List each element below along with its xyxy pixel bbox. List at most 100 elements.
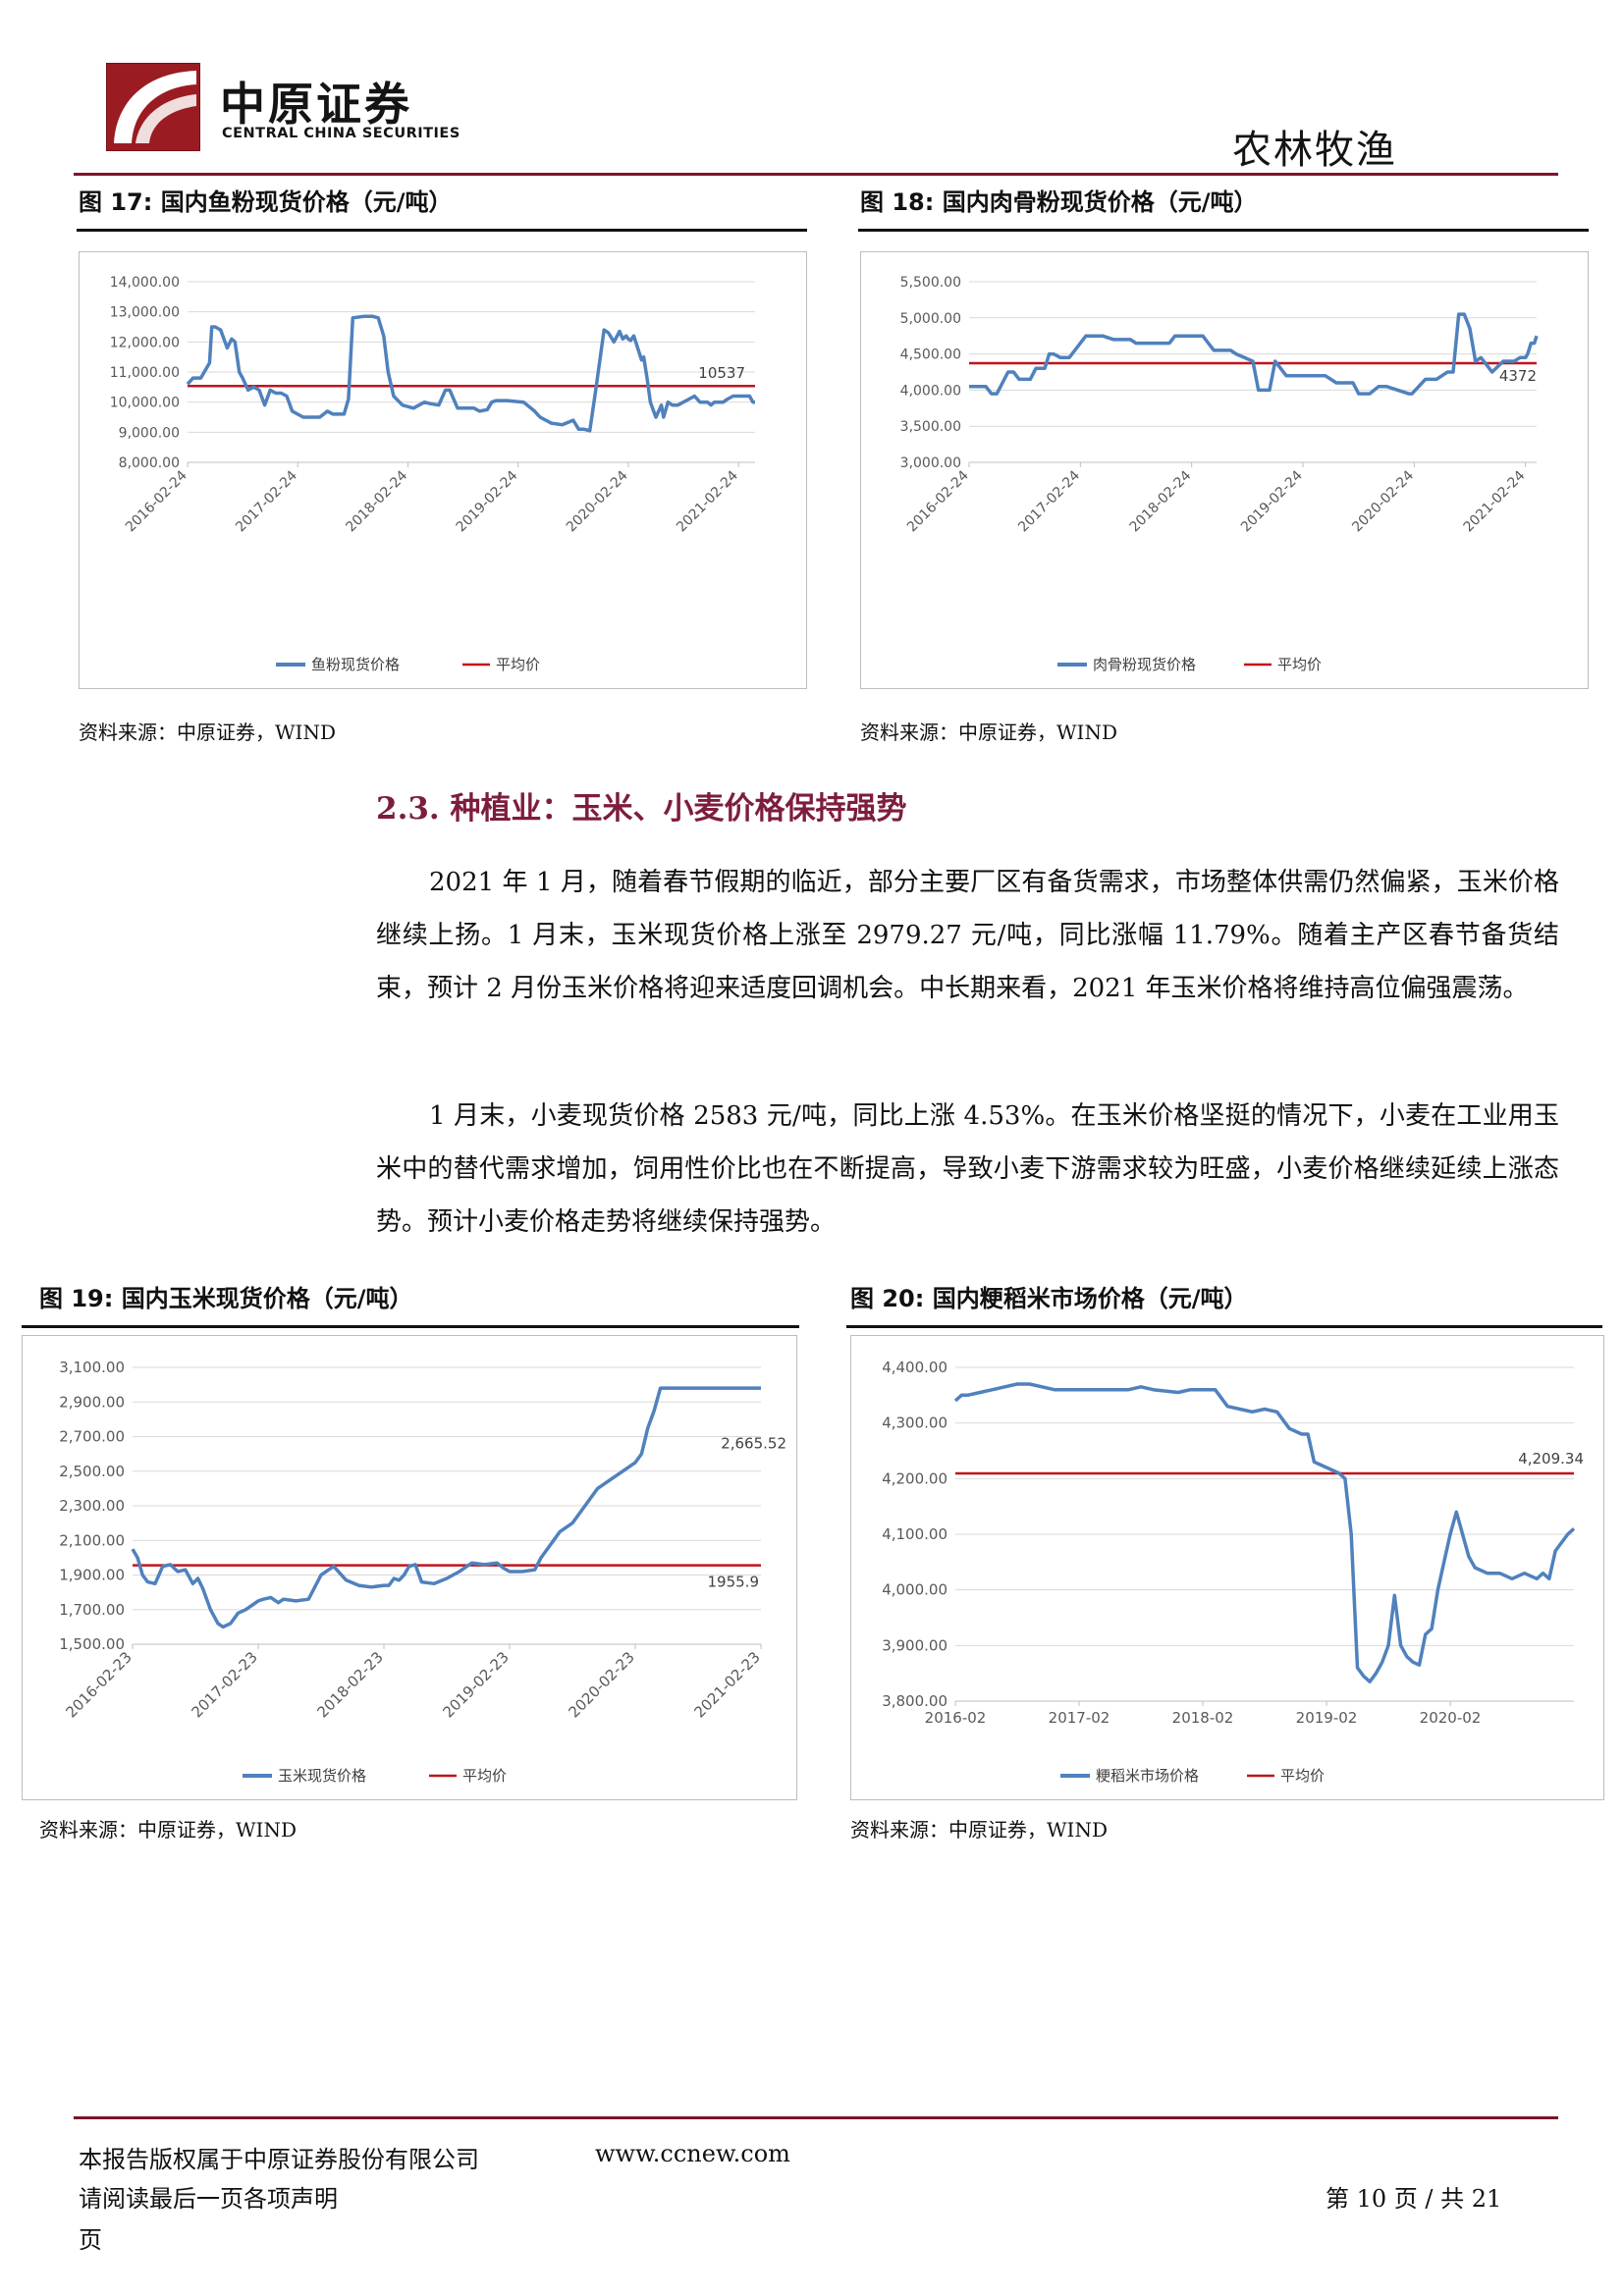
x-tick-label: 2017-02-24 [233,467,300,535]
average-price-label: 1955.9 [708,1574,760,1591]
x-tick-label: 2020-02-24 [1349,467,1417,535]
figure-20-chart: 4,400.00 4,300.00 4,200.00 4,100.00 4,000.00… [850,1335,1604,1800]
y-tick-label: 2,500.00 [59,1463,125,1480]
legend-series-label: 鱼粉现货价格 [311,656,400,673]
figure-20-source: 资料来源：中原证券，WIND [850,1818,1108,1842]
legend-series-label: 肉骨粉现货价格 [1093,656,1196,673]
y-tick-label: 5,000.00 [900,311,961,327]
x-tick-label: 2019-02-24 [1238,467,1306,535]
y-tick-label: 4,200.00 [882,1469,947,1487]
figure-18-rule [858,229,1589,232]
figure-20-title: 图 20: 国内粳稻米市场价格（元/吨） [850,1285,1248,1312]
corn-price-chart: 3,100.00 2,900.00 2,700.00 2,500.00 2,300.00… [59,1359,786,1785]
header-divider [74,173,1558,176]
y-tick-label: 9,000.00 [119,425,180,441]
figure-18-source: 资料来源：中原证券，WIND [860,721,1117,744]
value-annotation: 2,665.52 [721,1435,786,1453]
y-tick-label: 14,000.00 [110,275,180,291]
legend-average-label: 平均价 [462,1767,507,1785]
y-tick-label: 4,300.00 [882,1415,947,1432]
figure-17-chart: 14,000.00 13,000.00 12,000.00 11,000.00 10,0… [79,251,807,689]
logo-mark-icon [105,62,201,152]
x-tick-label: 2016-02-24 [123,467,190,535]
logo-chinese-name: 中原证券 [220,78,412,131]
x-tick-label: 2017-02-24 [1015,467,1083,535]
footer-page-number: 第 10 页 / 共 21 [1326,2185,1502,2213]
x-tick-label: 2016-02-24 [904,467,972,535]
x-tick-label: 2019-02-24 [454,467,521,535]
figure-18-title: 图 18: 国内肉骨粉现货价格（元/吨） [860,188,1258,216]
figure-19-source: 资料来源：中原证券，WIND [39,1818,297,1842]
y-tick-label: 11,000.00 [110,365,180,381]
figure-17-rule [77,229,807,232]
x-tick-label: 2018-02-24 [343,467,410,535]
fish-meal-price-chart: 14,000.00 13,000.00 12,000.00 11,000.00 10,0… [110,275,755,673]
x-tick-label: 2018-02-24 [1127,467,1195,535]
legend-series-label: 粳稻米市场价格 [1096,1767,1199,1785]
logo-mark [105,62,201,152]
x-tick-label: 2020-02 [1420,1709,1482,1727]
y-tick-label: 4,100.00 [882,1525,947,1543]
legend-average-label: 平均价 [496,656,540,673]
y-tick-label: 4,400.00 [882,1359,947,1376]
section-paragraph-1: 2021 年 1 月，随着春节假期的临近，部分主要厂区有备货需求，市场整体供需仍… [376,868,1560,1003]
x-tick-label: 2019-02 [1296,1709,1358,1727]
x-tick-label: 2021-02-23 [690,1648,763,1721]
figure-18-chart: 5,500.00 5,000.00 4,500.00 4,000.00 3,500.00… [860,251,1589,689]
y-tick-label: 3,900.00 [882,1636,947,1654]
average-price-label: 4372 [1499,367,1537,385]
x-tick-label: 2020-02-23 [565,1648,637,1721]
average-price-label: 4,209.34 [1518,1450,1584,1468]
average-price-label: 10537 [698,364,745,382]
figure-19-title: 图 19: 国内玉米现货价格（元/吨） [39,1285,413,1312]
y-tick-label: 4,000.00 [882,1581,947,1599]
legend-average-label: 平均价 [1280,1767,1325,1785]
y-tick-label: 3,000.00 [900,455,961,471]
footer-disclaimer: 请阅读最后一页各项声明 [79,2185,338,2213]
y-tick-label: 8,000.00 [119,455,180,471]
y-tick-label: 2,900.00 [59,1393,125,1411]
x-tick-label: 2017-02 [1049,1709,1110,1727]
x-tick-label: 2018-02-23 [313,1648,386,1721]
y-tick-label: 4,500.00 [900,347,961,363]
footer-website[interactable]: www.ccnew.com [595,2140,790,2167]
x-tick-label: 2017-02-23 [188,1648,260,1721]
y-tick-label: 1,500.00 [59,1635,125,1653]
figure-20-rule [846,1325,1602,1328]
y-tick-label: 2,700.00 [59,1428,125,1446]
figure-19-chart: 3,100.00 2,900.00 2,700.00 2,500.00 2,300.00… [22,1335,797,1800]
legend-average-label: 平均价 [1277,656,1322,673]
y-tick-label: 3,500.00 [900,419,961,435]
x-tick-label: 2016-02-23 [62,1648,135,1721]
figure-17-title: 图 17: 国内鱼粉现货价格（元/吨） [79,188,453,216]
price-series-line [131,1386,761,1629]
x-tick-label: 2021-02-24 [674,467,741,535]
section-paragraph-2: 1 月末，小麦现货价格 2583 元/吨，同比上涨 4.53%。在玉米价格坚挺的… [376,1101,1559,1237]
figure-19-rule [22,1325,799,1328]
x-tick-label: 2018-02 [1172,1709,1234,1727]
section-title: 2.3. 种植业：玉米、小麦价格保持强势 [376,791,907,827]
legend-series-label: 玉米现货价格 [278,1767,366,1785]
footer-divider [74,2116,1558,2119]
x-tick-label: 2021-02-24 [1461,467,1529,535]
y-tick-label: 3,100.00 [59,1359,125,1376]
y-tick-label: 12,000.00 [110,335,180,350]
footer-page-label: 页 [79,2226,102,2254]
figure-17-source: 资料来源：中原证券，WIND [79,721,336,744]
logo-english-name: CENTRAL CHINA SECURITIES [222,126,460,141]
price-series-line [186,314,755,433]
japonica-rice-price-chart: 4,400.00 4,300.00 4,200.00 4,100.00 4,000.00… [882,1359,1584,1785]
x-tick-label: 2016-02 [925,1709,987,1727]
y-tick-label: 2,300.00 [59,1497,125,1515]
y-tick-label: 10,000.00 [110,396,180,411]
price-series-line [953,1382,1576,1683]
report-section-tag: 农林牧渔 [1232,128,1397,173]
y-tick-label: 1,900.00 [59,1567,125,1584]
price-series-line [969,312,1539,396]
x-tick-label: 2019-02-23 [439,1648,512,1721]
y-tick-label: 13,000.00 [110,305,180,321]
y-tick-label: 5,500.00 [900,275,961,291]
y-tick-label: 1,700.00 [59,1601,125,1619]
meat-bone-meal-price-chart: 5,500.00 5,000.00 4,500.00 4,000.00 3,500.00… [900,275,1539,673]
x-tick-label: 2020-02-24 [564,467,631,535]
